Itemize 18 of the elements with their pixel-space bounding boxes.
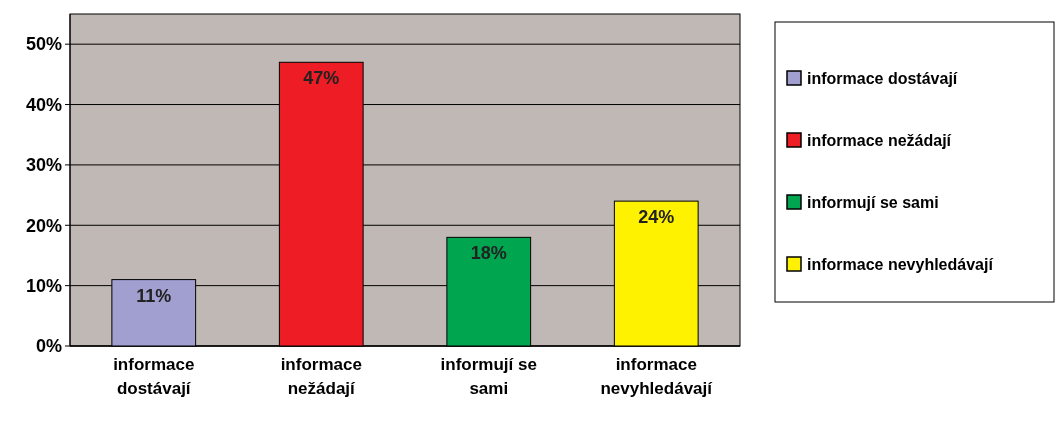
y-tick-label: 50% bbox=[25, 34, 62, 55]
legend-label: informace nevyhledávají bbox=[807, 255, 994, 273]
legend-label: informace dostávají bbox=[807, 69, 958, 87]
x-tick-label: informace nevyhledávají bbox=[600, 355, 714, 398]
y-tick-label: 0% bbox=[35, 336, 62, 357]
text: 18% bbox=[470, 243, 507, 264]
legend-label: informují se sami bbox=[807, 193, 939, 211]
y-tick-label: 40% bbox=[25, 94, 62, 115]
y-tick-label: 30% bbox=[25, 155, 62, 176]
text: 11% bbox=[136, 285, 172, 306]
text: 24% bbox=[638, 207, 675, 228]
y-tick-label: 20% bbox=[25, 215, 62, 236]
x-tick-label: informují se sami bbox=[440, 355, 537, 398]
legend-label: informace nežádají bbox=[807, 131, 952, 149]
text: 47% bbox=[303, 68, 340, 89]
y-tick-label: 10% bbox=[25, 275, 62, 296]
x-tick-label: informace dostávají bbox=[113, 355, 195, 398]
x-tick-label: informace nežádají bbox=[280, 355, 362, 398]
